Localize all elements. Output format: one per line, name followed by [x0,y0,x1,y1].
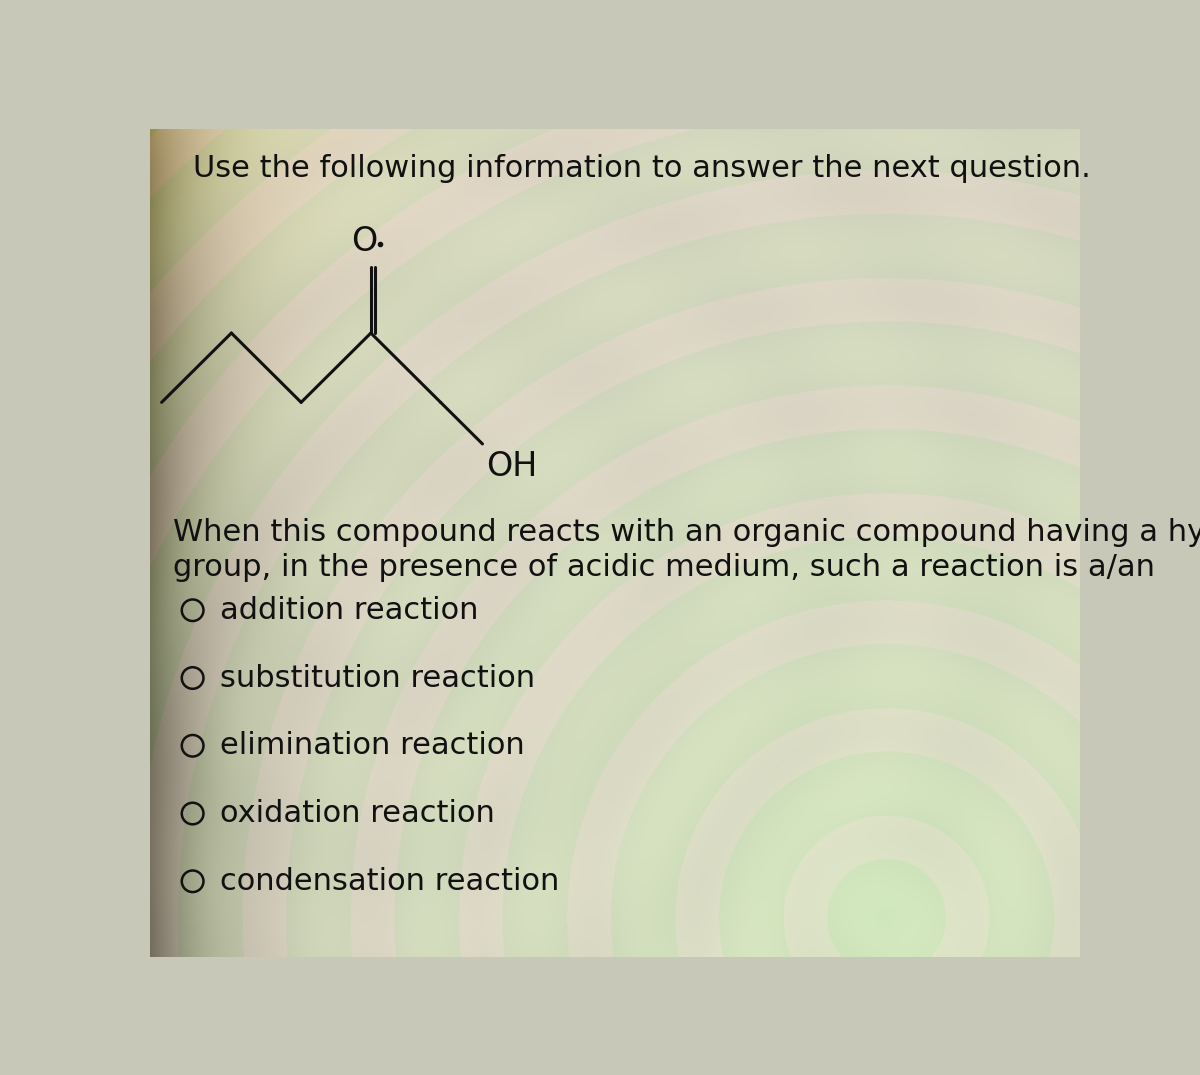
Text: addition reaction: addition reaction [220,596,479,625]
Text: elimination reaction: elimination reaction [220,731,524,760]
Text: condensation reaction: condensation reaction [220,866,559,895]
Text: O: O [352,225,378,258]
Text: group, in the presence of acidic medium, such a reaction is a/an: group, in the presence of acidic medium,… [173,553,1156,582]
Text: When this compound reacts with an organic compound having a hydroxyl: When this compound reacts with an organi… [173,518,1200,547]
Text: OH: OH [486,450,538,483]
Text: oxidation reaction: oxidation reaction [220,799,494,828]
Text: Use the following information to answer the next question.: Use the following information to answer … [193,155,1091,184]
Text: substitution reaction: substitution reaction [220,663,535,692]
